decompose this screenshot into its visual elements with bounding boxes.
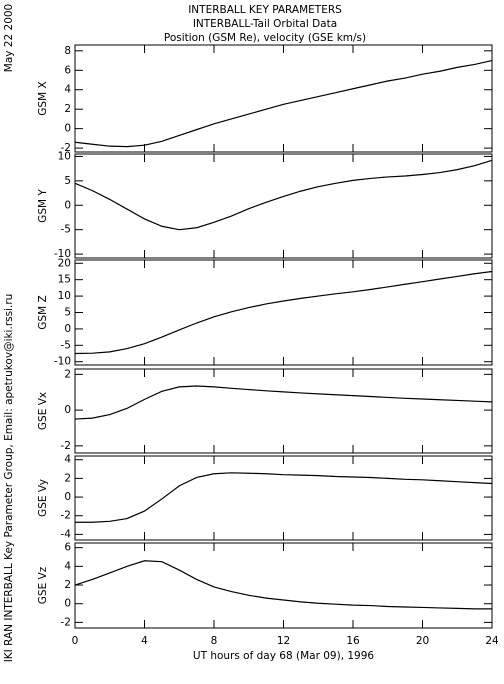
x-tick-label: 24 bbox=[485, 635, 499, 647]
y-tick-label: 4 bbox=[64, 454, 71, 466]
y-tick-label: 4 bbox=[64, 84, 71, 96]
y-tick-label: -2 bbox=[61, 440, 71, 452]
y-tick-label: -10 bbox=[54, 248, 71, 260]
y-tick-label: -5 bbox=[61, 339, 71, 351]
y-tick-label: 15 bbox=[58, 274, 71, 286]
y-tick-label: 6 bbox=[64, 64, 71, 76]
y-tick-label: -10 bbox=[54, 356, 71, 368]
x-tick-label: 4 bbox=[141, 635, 148, 647]
data-line bbox=[74, 159, 493, 231]
y-tick-label: 4 bbox=[64, 560, 71, 572]
plot-frame bbox=[74, 368, 493, 454]
y-tick-label: 8 bbox=[64, 45, 71, 57]
y-tick-label: -5 bbox=[61, 224, 71, 236]
y-tick-label: 2 bbox=[64, 472, 71, 484]
y-axis-label: GSE Vy bbox=[37, 479, 49, 517]
y-tick-label: -2 bbox=[61, 616, 71, 628]
plot-frame bbox=[74, 542, 493, 629]
title-line: INTERBALL KEY PARAMETERS bbox=[188, 4, 342, 16]
y-tick-label: 5 bbox=[64, 307, 71, 319]
plot-frame bbox=[74, 153, 493, 259]
y-tick-label: 2 bbox=[64, 368, 71, 380]
y-axis-label: GSM X bbox=[37, 81, 49, 115]
y-tick-label: 10 bbox=[58, 150, 71, 162]
data-line bbox=[74, 560, 492, 610]
data-line bbox=[75, 472, 493, 523]
x-tick-label: 16 bbox=[346, 635, 360, 647]
data-line bbox=[74, 270, 493, 355]
y-tick-label: 0 bbox=[64, 199, 71, 211]
y-tick-label: -2 bbox=[61, 510, 71, 522]
y-axis-label: GSM Z bbox=[37, 295, 49, 329]
y-tick-label: 2 bbox=[64, 579, 71, 591]
y-tick-label: 6 bbox=[64, 542, 71, 554]
y-tick-label: 10 bbox=[58, 290, 71, 302]
y-tick-label: 0 bbox=[64, 598, 71, 610]
y-tick-label: 2 bbox=[64, 103, 71, 115]
title-line: INTERBALL-Tail Orbital Data bbox=[193, 18, 337, 30]
y-tick-label: 0 bbox=[64, 491, 71, 503]
x-tick-label: 8 bbox=[211, 635, 218, 647]
y-axis-label: GSE Vz bbox=[37, 566, 49, 604]
y-tick-label: 0 bbox=[64, 404, 71, 416]
y-tick-label: 5 bbox=[64, 175, 71, 187]
y-tick-label: -2 bbox=[61, 142, 71, 154]
x-axis-label: UT hours of day 68 (Mar 09), 1996 bbox=[193, 650, 375, 662]
x-tick-label: 12 bbox=[277, 635, 290, 647]
plot-frame bbox=[74, 44, 493, 153]
x-tick-label: 0 bbox=[72, 635, 79, 647]
x-tick-label: 20 bbox=[416, 635, 429, 647]
y-tick-label: 0 bbox=[64, 323, 71, 335]
data-line bbox=[74, 59, 493, 148]
plot-frame bbox=[74, 455, 493, 541]
credit: IKI RAN INTERBALL Key Parameter Group, E… bbox=[3, 294, 15, 663]
title-line: Position (GSM Re), velocity (GSE km/s) bbox=[164, 32, 366, 44]
plot-frame bbox=[74, 259, 493, 366]
y-tick-label: 20 bbox=[58, 257, 71, 269]
y-tick-label: -4 bbox=[61, 528, 72, 540]
date: May 22 2000 bbox=[3, 4, 15, 72]
y-axis-label: GSE Vx bbox=[37, 392, 49, 430]
y-axis-label: GSM Y bbox=[37, 189, 49, 223]
y-tick-label: 0 bbox=[64, 123, 71, 135]
data-line bbox=[74, 385, 493, 420]
